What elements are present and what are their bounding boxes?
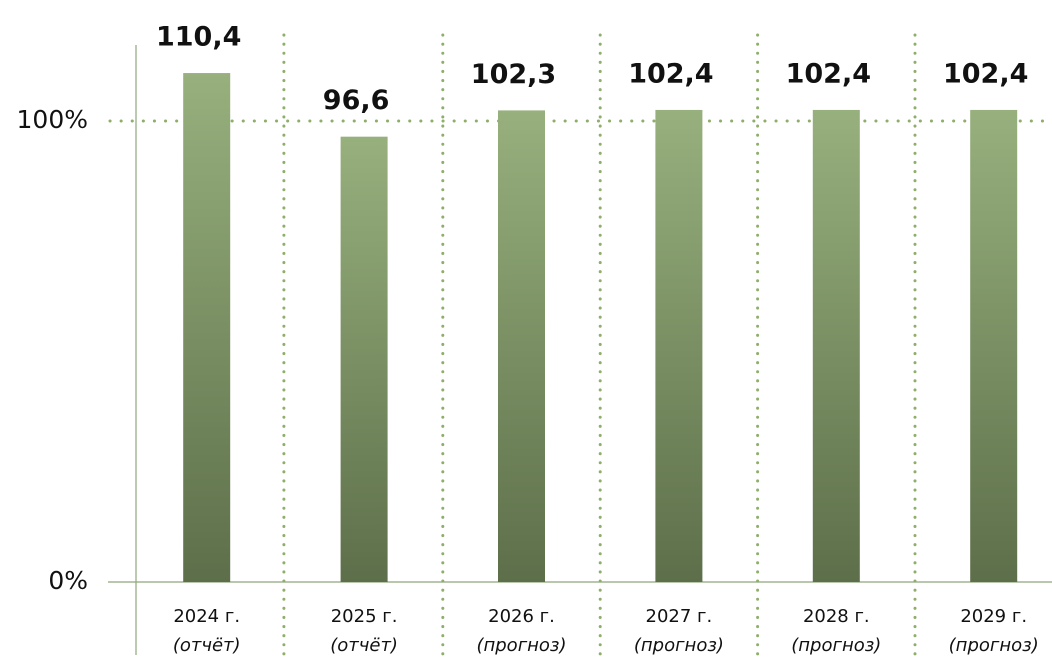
y-tick-label: 0% — [48, 566, 88, 595]
value-label: 110,4 — [156, 22, 241, 53]
x-tick-label: 2028 г. — [803, 606, 870, 627]
value-label: 102,4 — [786, 58, 871, 89]
bar — [655, 109, 703, 582]
value-label: 102,4 — [943, 58, 1028, 89]
x-tick-label: 2029 г. — [960, 606, 1027, 627]
x-tick-label: 2024 г. — [173, 606, 240, 627]
x-tick-note: (прогноз) — [791, 635, 881, 656]
x-tick-label: 2025 г. — [331, 606, 398, 627]
bar — [183, 73, 231, 582]
x-tick-note: (прогноз) — [634, 635, 724, 656]
x-tick-label: 2027 г. — [646, 606, 713, 627]
x-tick-label: 2026 г. — [488, 606, 555, 627]
x-tick-note: (прогноз) — [476, 635, 566, 656]
value-label: 102,4 — [628, 58, 713, 89]
bar — [970, 109, 1018, 582]
value-label: 102,3 — [471, 59, 556, 90]
x-tick-note: (отчёт) — [173, 635, 241, 656]
bar — [498, 110, 545, 582]
x-tick-note: (прогноз) — [949, 635, 1039, 656]
value-label: 96,6 — [323, 85, 390, 116]
bar — [812, 109, 860, 582]
y-tick-label: 100% — [17, 105, 88, 134]
bar — [340, 136, 388, 582]
x-tick-note: (отчёт) — [330, 635, 398, 656]
